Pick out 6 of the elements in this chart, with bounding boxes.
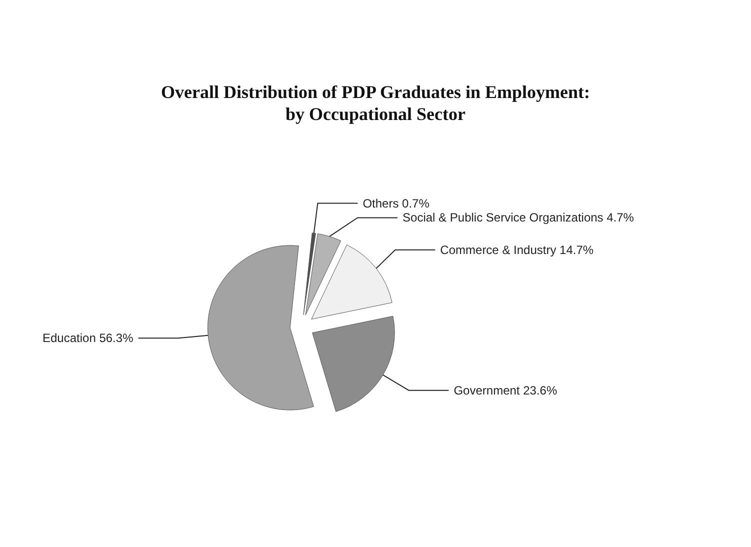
slice-label: Education 56.3% [42, 331, 134, 346]
slice-label: Social & Public Service Organizations 4.7% [402, 210, 634, 225]
slice-label: Others 0.7% [362, 196, 430, 210]
chart-title: Overall Distribution of PDP Graduates in Employment: by Occupational Sector [161, 82, 590, 124]
slice-label: Commerce & Industry 14.7% [440, 242, 594, 257]
slice-label: Government 23.6% [454, 383, 558, 398]
